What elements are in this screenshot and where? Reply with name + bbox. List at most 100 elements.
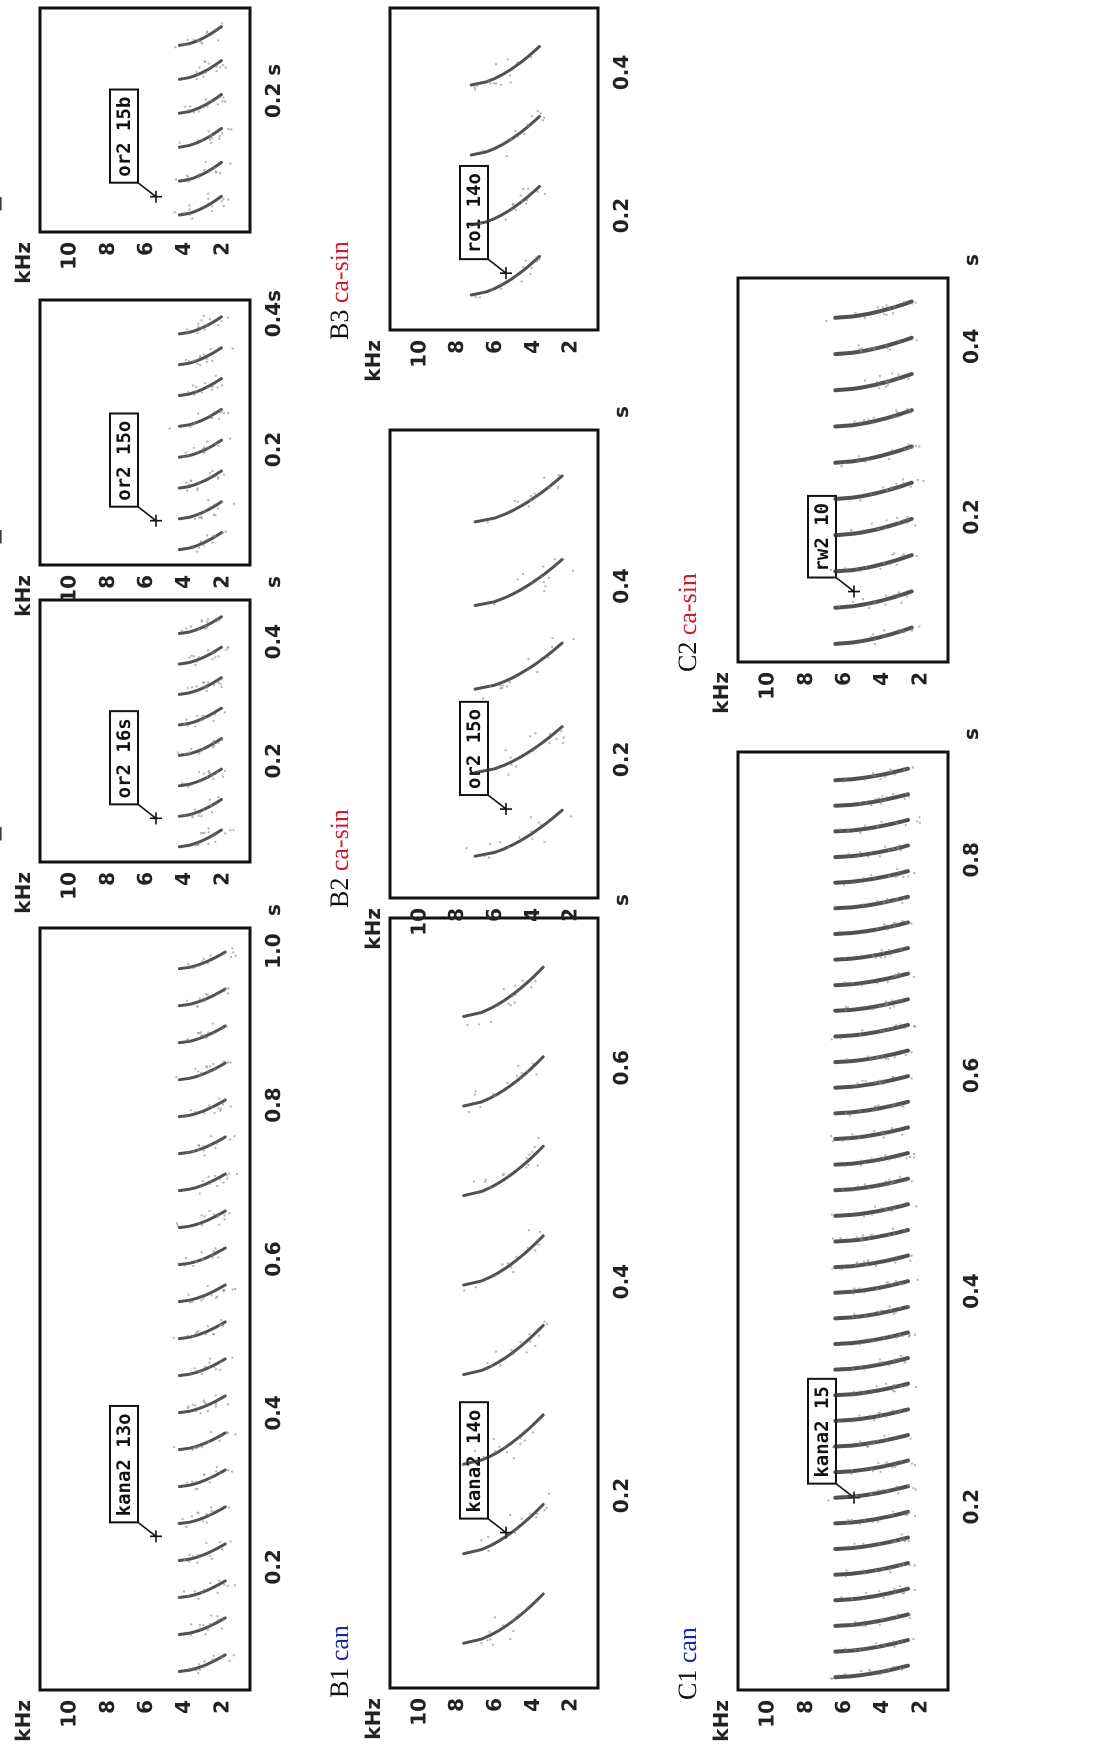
y-tick-label: 2: [209, 1700, 233, 1714]
panel-a2-c: 10 8 6 4 2 kHz 0.2 s A2_c ca-sin or2 15b: [0, 6, 285, 284]
y-tick-label: 4: [171, 242, 195, 256]
x-tick-label: 0.4: [609, 55, 633, 90]
x-tick-label: 0.4: [959, 329, 983, 364]
recording-tag-box: [109, 88, 139, 184]
y-tick-label: 2: [209, 872, 233, 886]
panel-id: C2: [673, 635, 702, 672]
y-tick-label: 8: [793, 1700, 817, 1714]
panel-title: C1 can: [673, 1627, 702, 1700]
x-axis-unit: s: [609, 406, 633, 418]
y-tick-label: 4: [520, 908, 544, 922]
syllable-traces: [827, 766, 922, 1681]
y-tick-label: 6: [482, 1698, 506, 1712]
x-tick-label: 0.2: [959, 1489, 983, 1524]
y-axis-label: kHz: [361, 340, 385, 382]
plot-frame: [388, 6, 600, 332]
recording-tag-text: or2 15o: [463, 709, 485, 789]
y-tick-label: 6: [482, 908, 506, 922]
panel-c2: 10 8 6 4 2 kHz 0.2 0.4 s C2 ca-sin rw2 10: [673, 254, 983, 714]
panel-title: B1 can: [325, 1625, 354, 1698]
recording-tag: or2 15b: [109, 88, 162, 203]
x-axis-unit: s: [609, 894, 633, 906]
plot-frame: [38, 298, 252, 567]
y-axis-label: kHz: [709, 672, 733, 714]
panel-kind: can: [0, 1626, 4, 1662]
y-tick-label: 6: [831, 672, 855, 686]
syllable-traces: [172, 947, 239, 1675]
recording-tag: kana2 13o: [109, 1404, 162, 1543]
x-tick-label: 0.6: [261, 1241, 285, 1276]
y-tick-label: 10: [755, 672, 779, 700]
syllable-traces: [173, 22, 233, 220]
pointer-cross-icon: [150, 812, 162, 825]
x-tick-label: 0.2 s: [261, 64, 285, 118]
x-tick-label: 0.4: [609, 1264, 633, 1299]
y-tick-label: 2: [209, 575, 233, 589]
x-tick-label: 0.4: [261, 624, 285, 659]
pointer-cross-icon: [500, 267, 512, 280]
recording-tag: or2 16s: [109, 710, 162, 825]
recording-tag: or2 15o: [109, 412, 162, 527]
y-tick-label: 4: [520, 340, 544, 354]
panel-id: B2: [325, 871, 354, 908]
panel-kind: ca-sin: [325, 809, 354, 871]
y-tick-label: 2: [558, 340, 582, 354]
panel-c1: 10 8 6 4 2 kHz 0.2 0.4 0.6 0.8 s C1 can kana2 15: [673, 728, 983, 1742]
recording-tag-box: [459, 1401, 489, 1520]
x-tick-label: 0.2: [959, 499, 983, 534]
x-tick-label: 0.2: [261, 743, 285, 778]
recording-tag-text: or2 15o: [113, 421, 135, 501]
y-tick-label: 4: [869, 672, 893, 686]
x-axis-unit: s: [261, 576, 285, 588]
y-tick-label: 4: [520, 1698, 544, 1712]
panel-kind: ca-sin: [673, 573, 702, 635]
recording-tag-box: [807, 1377, 837, 1485]
y-tick-label: 8: [793, 672, 817, 686]
x-tick-label: 0.8: [959, 842, 983, 877]
plot-frame: [388, 916, 600, 1690]
recording-tag-text: or2 15b: [113, 97, 135, 177]
panel-id: A1: [0, 1662, 4, 1700]
panel-kind: can: [325, 1625, 354, 1661]
panel-kind: ca-sin: [0, 747, 4, 809]
x-tick-label: 0.4s: [261, 290, 285, 337]
panel-id: C1: [673, 1663, 702, 1700]
y-tick-label: 8: [444, 340, 468, 354]
y-tick-label: 4: [869, 1700, 893, 1714]
recording-tag-box: [109, 412, 139, 508]
x-tick-label: 0.2: [609, 742, 633, 777]
panel-id: A2_c: [0, 179, 4, 242]
y-axis-label: kHz: [361, 908, 385, 950]
x-tick-label: 0.6: [959, 1058, 983, 1093]
x-tick-label: 0.2: [609, 1478, 633, 1513]
y-tick-label: 10: [57, 242, 81, 270]
recording-tag-text: kana2 15: [811, 1386, 833, 1478]
y-tick-label: 2: [558, 908, 582, 922]
syllable-traces: [469, 45, 547, 299]
pointer-cross-icon: [848, 585, 860, 598]
panel-title: A2_a ca-sin: [0, 747, 4, 872]
y-tick-label: 10: [57, 1700, 81, 1728]
y-tick-label: 6: [831, 1700, 855, 1714]
pointer-cross-icon: [150, 190, 162, 203]
recording-tag-text: ro1 14o: [463, 173, 485, 253]
panel-kind: ca-sin: [325, 241, 354, 303]
recording-tag-text: rw2 10: [811, 503, 833, 572]
panel-title: B2 ca-sin: [325, 809, 354, 908]
plot-frame: [388, 428, 600, 900]
y-tick-label: 2: [907, 1700, 931, 1714]
x-tick-label: 0.8: [261, 1087, 285, 1122]
panel-b2: 10 8 6 4 2 kHz 0.2 0.4 s B2 ca-sin or2 15o: [325, 406, 633, 950]
y-axis-label: kHz: [361, 1698, 385, 1740]
recording-tag-box: [459, 700, 489, 797]
y-tick-label: 6: [133, 1700, 157, 1714]
recording-tag: ro1 14o: [459, 164, 512, 280]
recording-tag: or2 15o: [459, 700, 512, 816]
y-tick-label: 10: [755, 1700, 779, 1728]
x-tick-label: 0.2: [261, 1549, 285, 1584]
